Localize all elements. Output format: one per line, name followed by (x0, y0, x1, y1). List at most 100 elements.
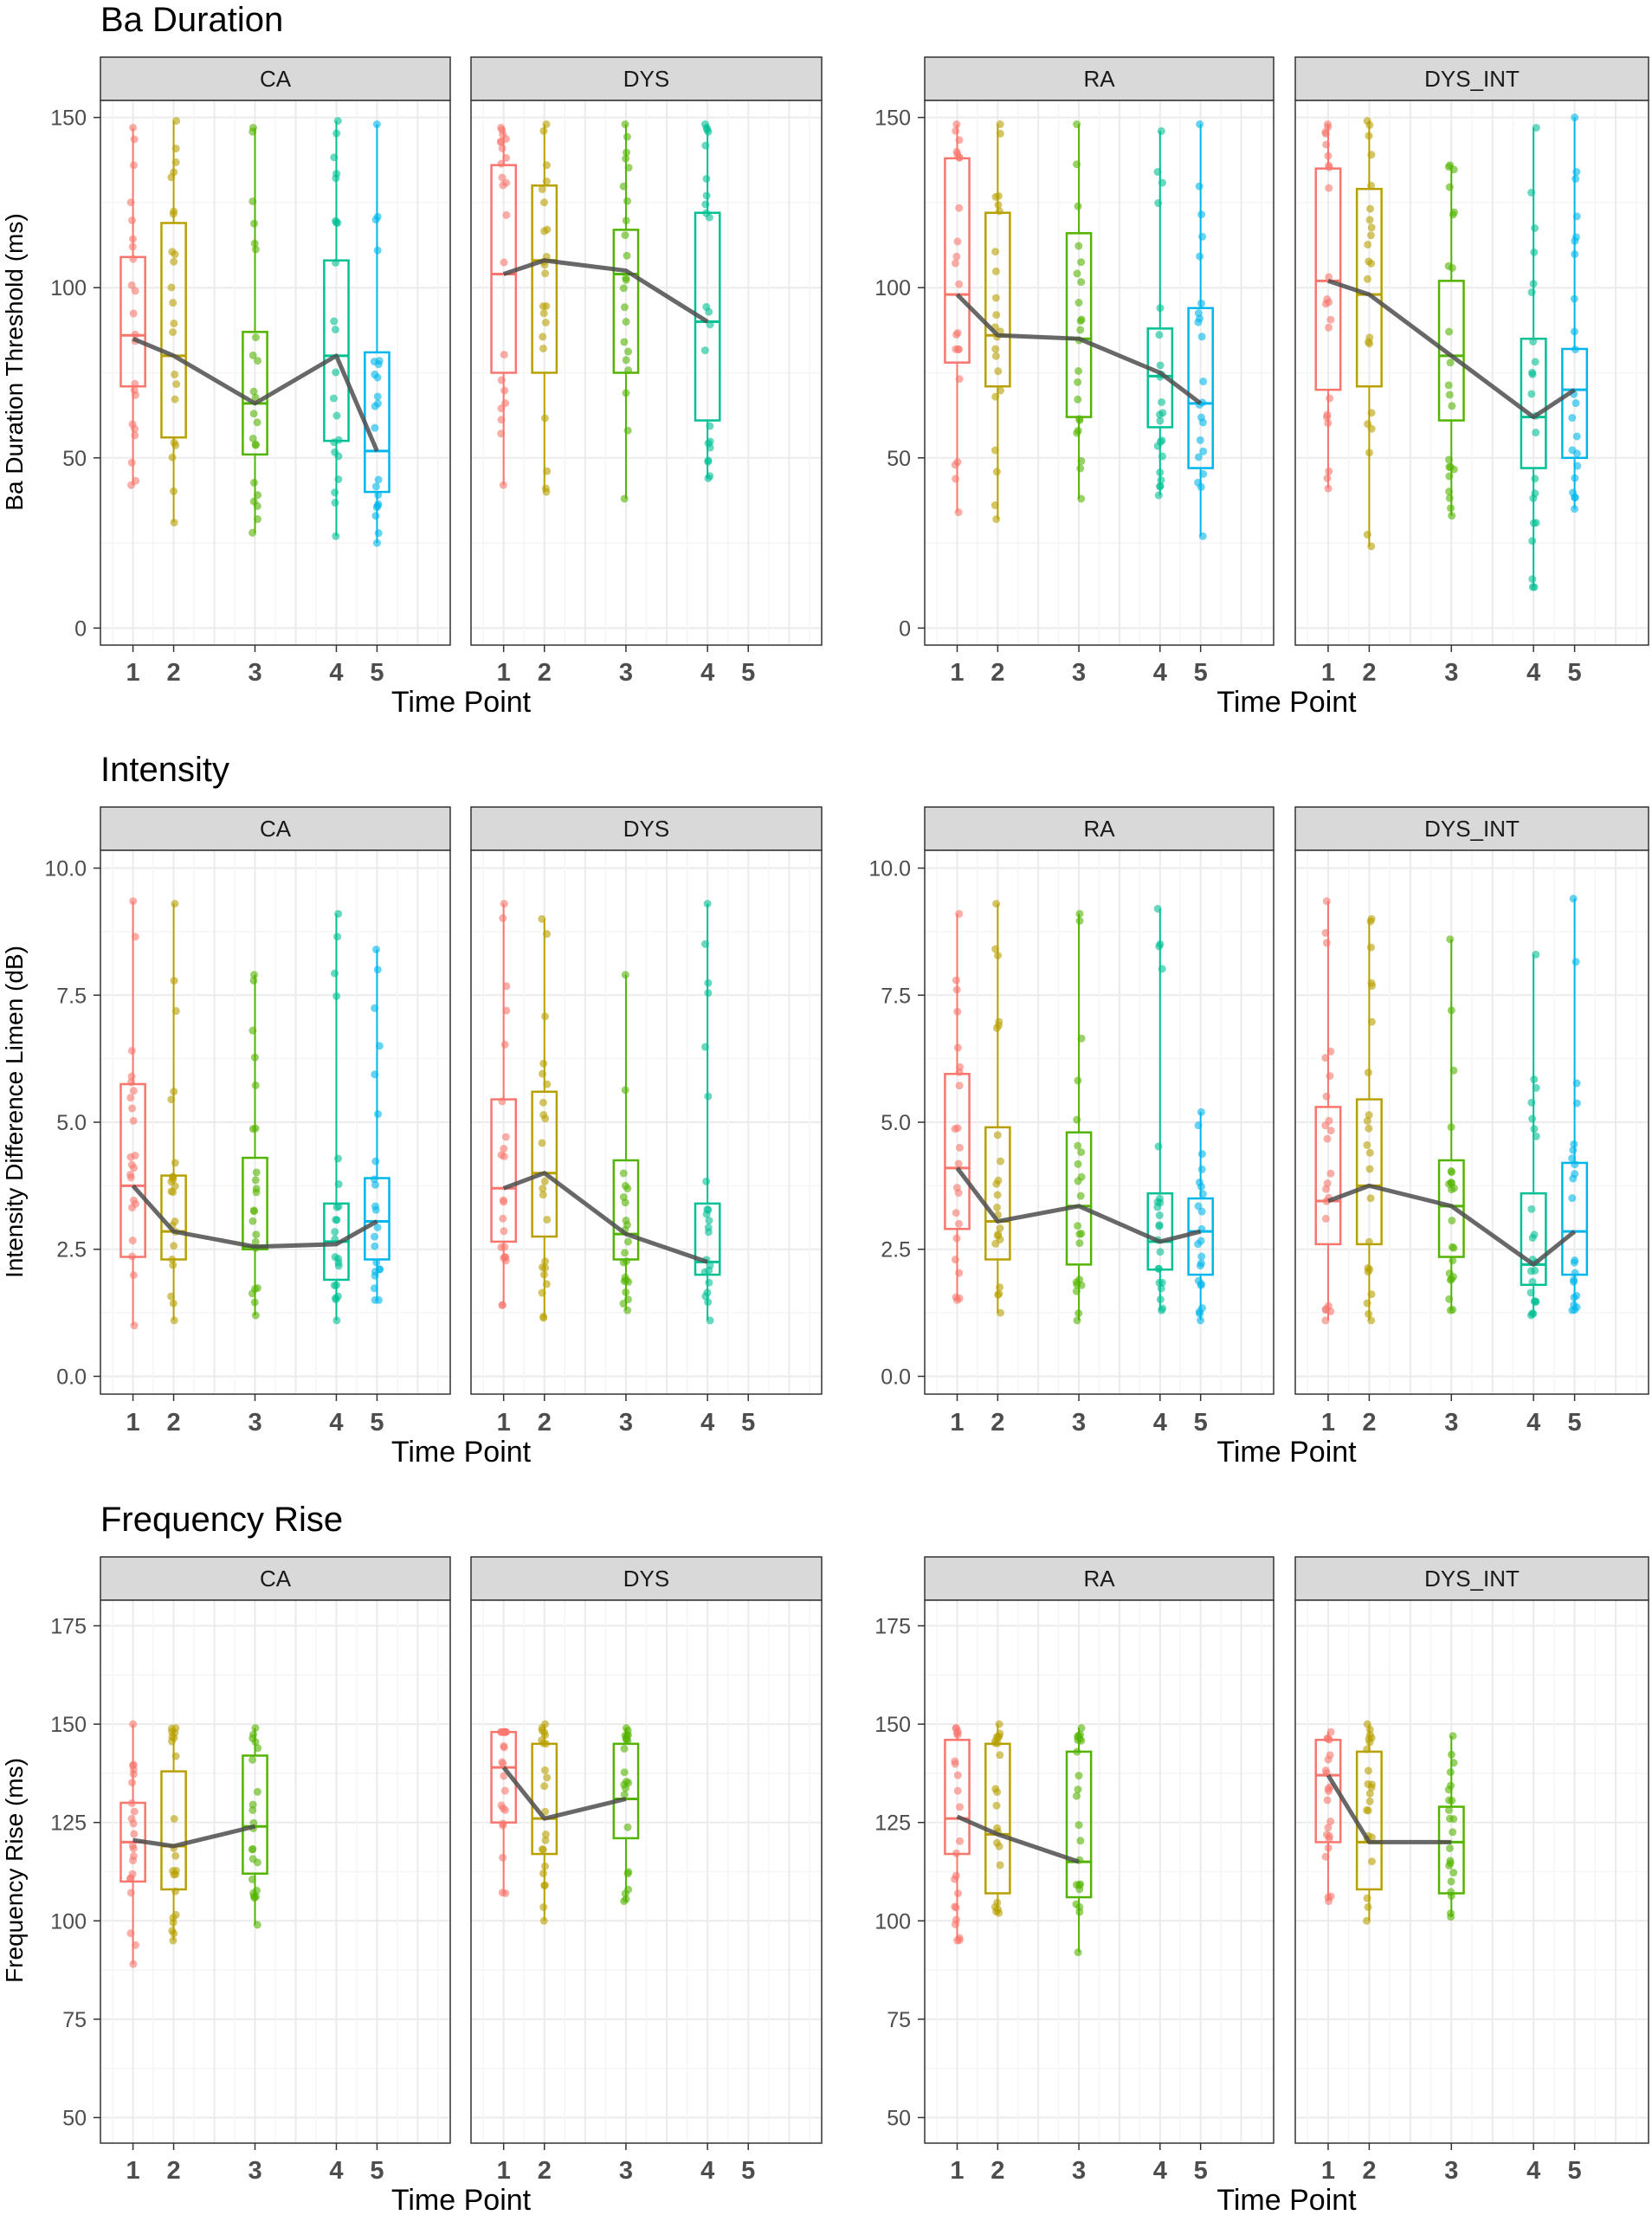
data-point (249, 1889, 258, 1897)
panel-ca: CA 50 75 100 125 150 175 1 2 3 4 5 (50, 1556, 451, 2185)
data-point (620, 1277, 629, 1286)
data-point (540, 227, 549, 236)
mean-trend-line (1327, 278, 1576, 420)
y-tick-label: 5.0 (56, 1111, 87, 1135)
data-point (130, 1830, 139, 1838)
data-point (952, 1724, 960, 1733)
data-point (1075, 1239, 1084, 1248)
data-point (543, 1215, 552, 1224)
data-point (374, 360, 383, 369)
data-point (541, 1836, 550, 1844)
data-point (1449, 1305, 1457, 1314)
data-point (129, 1087, 138, 1095)
data-point (249, 497, 258, 506)
data-point (498, 173, 507, 182)
data-point (702, 174, 711, 183)
data-point (992, 1801, 1001, 1810)
box-tp1 (944, 909, 971, 1304)
y-axis-title: Frequency Rise (ms) (1, 1758, 28, 1983)
data-point (1365, 1797, 1374, 1805)
data-point (1326, 1127, 1335, 1135)
data-point (1326, 394, 1334, 403)
data-point (371, 1180, 379, 1189)
data-point (170, 320, 178, 328)
x-tick-label: 5 (370, 1409, 384, 1437)
data-point (131, 1151, 139, 1159)
x-tick-label: 4 (1526, 659, 1540, 687)
data-point (621, 231, 629, 240)
data-point (953, 1771, 962, 1779)
data-point (1364, 1766, 1372, 1775)
data-point (1531, 223, 1539, 232)
x-tick-label: 5 (1194, 659, 1208, 687)
data-point (501, 1133, 510, 1141)
data-point (371, 1205, 380, 1214)
data-point (620, 1791, 629, 1799)
x-tick-label: 4 (1153, 2157, 1167, 2185)
chart-row-2: Frequency Rise Frequency Rise (ms) CA 50 75 1… (1, 1501, 1649, 2215)
data-point (951, 259, 959, 268)
data-point (996, 1157, 1004, 1166)
data-point (1154, 1142, 1163, 1151)
data-point (371, 423, 379, 432)
data-point (129, 309, 138, 318)
data-point (623, 1823, 632, 1831)
data-point (622, 356, 630, 365)
data-point (623, 251, 631, 260)
data-point (248, 1845, 256, 1854)
x-tick-label: 3 (1444, 1409, 1458, 1437)
data-point (1156, 1248, 1165, 1256)
data-point (1527, 1204, 1536, 1213)
panel-border (924, 100, 1274, 646)
data-point (1324, 1755, 1333, 1764)
x-tick-label: 5 (1568, 2157, 1582, 2185)
data-point (250, 478, 259, 487)
data-point (1527, 390, 1536, 398)
data-point (1571, 399, 1580, 408)
facet-label: DYS_INT (1424, 66, 1520, 92)
x-tick-label: 4 (700, 659, 714, 687)
x-tick-label: 3 (1072, 659, 1086, 687)
data-point (952, 1915, 960, 1924)
data-point (538, 1139, 546, 1147)
data-point (498, 1758, 507, 1766)
data-point (540, 1766, 549, 1774)
data-point (954, 508, 963, 517)
data-point (1446, 1814, 1455, 1823)
data-point (1571, 233, 1580, 242)
panel-dys: DYS 1 2 3 4 5 (470, 56, 823, 687)
data-point (332, 1203, 341, 1211)
row-title: Intensity (100, 751, 229, 789)
box-iqr (531, 1742, 558, 1856)
data-point (540, 1177, 549, 1185)
data-point (1074, 1076, 1082, 1085)
data-point (1197, 1304, 1206, 1313)
facet-label: CA (260, 816, 292, 842)
data-point (1074, 378, 1082, 386)
data-point (249, 410, 258, 418)
data-point (954, 1159, 963, 1168)
data-point (1156, 410, 1165, 419)
y-axis-title: Intensity Difference Limen (dB) (1, 946, 28, 1278)
x-tick-label: 2 (538, 1409, 552, 1437)
box-iqr (242, 331, 268, 456)
x-tick-label: 4 (1526, 1409, 1540, 1437)
data-point (1571, 958, 1580, 966)
data-point (500, 258, 508, 267)
x-tick-label: 2 (1362, 1409, 1376, 1437)
data-point (1366, 204, 1375, 213)
data-point (1364, 1069, 1372, 1077)
y-axis-title: Ba Duration Threshold (ms) (1, 213, 28, 510)
data-point (251, 1237, 260, 1246)
data-point (540, 198, 549, 207)
data-point (500, 1743, 508, 1752)
data-point (502, 210, 511, 219)
data-point (1572, 1291, 1581, 1300)
data-point (1571, 1256, 1579, 1265)
data-point (1074, 242, 1083, 250)
data-point (500, 1227, 508, 1236)
mean-trend-line (1326, 1773, 1452, 1844)
y-tick-label: 7.5 (56, 984, 87, 1008)
data-point (700, 346, 709, 355)
y-tick-label: 2.5 (881, 1238, 911, 1262)
